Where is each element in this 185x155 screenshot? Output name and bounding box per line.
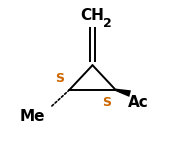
Text: Me: Me: [20, 109, 45, 124]
Text: S: S: [103, 96, 112, 109]
Text: Ac: Ac: [128, 95, 149, 110]
Text: S: S: [55, 72, 64, 85]
Polygon shape: [115, 89, 131, 97]
Text: CH: CH: [80, 8, 105, 23]
Text: 2: 2: [103, 17, 112, 30]
